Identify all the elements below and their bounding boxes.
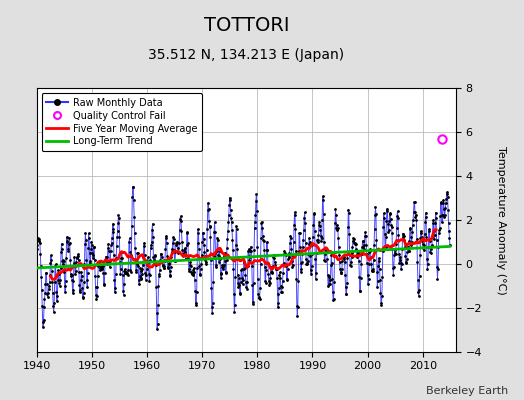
Text: TOTTORI: TOTTORI <box>203 16 289 35</box>
Legend: Raw Monthly Data, Quality Control Fail, Five Year Moving Average, Long-Term Tren: Raw Monthly Data, Quality Control Fail, … <box>41 93 202 151</box>
Text: 35.512 N, 134.213 E (Japan): 35.512 N, 134.213 E (Japan) <box>148 48 344 62</box>
Y-axis label: Temperature Anomaly (°C): Temperature Anomaly (°C) <box>496 146 506 294</box>
Text: Berkeley Earth: Berkeley Earth <box>426 386 508 396</box>
